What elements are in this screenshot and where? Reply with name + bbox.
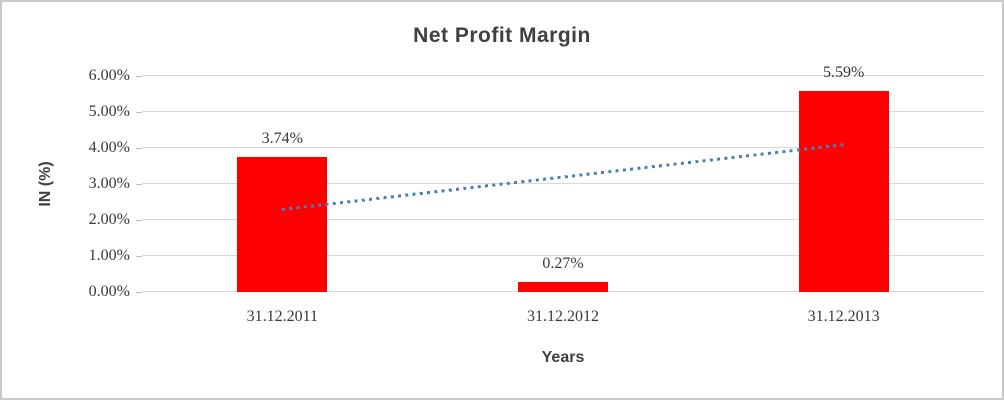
plot-area: 3.74% 0.27% 5.59% (142, 64, 984, 292)
y-tick-mark (136, 148, 142, 149)
trendline (282, 143, 844, 211)
y-tick-mark (136, 292, 142, 293)
y-tick-label: 4.00% (88, 139, 130, 156)
bar-31.12.2013 (798, 90, 889, 292)
y-tick-mark (136, 76, 142, 77)
gridline (142, 219, 984, 220)
bar-31.12.2011 (237, 157, 328, 292)
y-tick-label: 0.00% (88, 283, 130, 300)
x-category-label: 31.12.2012 (527, 308, 599, 325)
y-tick-label: 1.00% (88, 247, 130, 264)
bar-value-label: 3.74% (261, 130, 303, 148)
x-axis-title: Years (541, 349, 585, 366)
y-tick-label: 6.00% (88, 67, 130, 84)
gridline (142, 183, 984, 184)
y-tick-label: 2.00% (88, 211, 130, 228)
y-tick-mark (136, 112, 142, 113)
gridline (142, 255, 984, 256)
y-tick-label: 5.00% (88, 103, 130, 120)
y-tick-mark (136, 184, 142, 185)
y-tick-mark (136, 220, 142, 221)
gridline (142, 75, 984, 76)
x-category-label: 31.12.2013 (807, 308, 880, 325)
x-category-label: 31.12.2011 (246, 308, 319, 325)
bar-value-label: 5.59% (822, 63, 865, 81)
bar-value-label: 0.27% (542, 255, 584, 273)
gridline (142, 147, 984, 148)
bar-31.12.2012 (518, 282, 608, 292)
y-tick-mark (136, 256, 142, 257)
y-tick-label: 3.00% (88, 175, 130, 192)
chart-title: Net Profit Margin (413, 24, 591, 47)
gridline (142, 111, 984, 112)
